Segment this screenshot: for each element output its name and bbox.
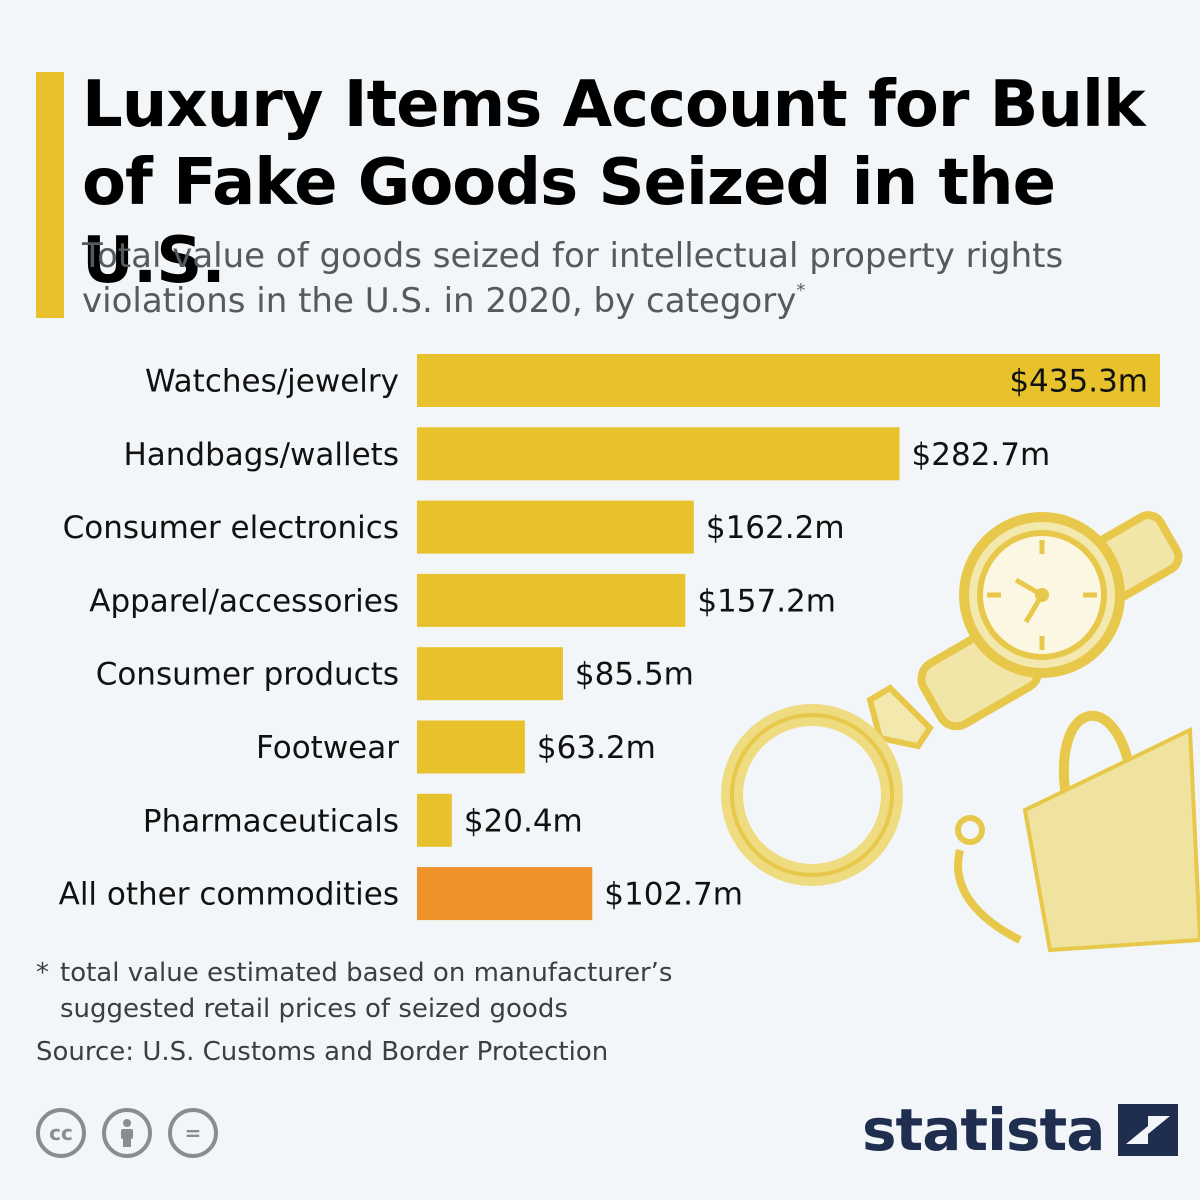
bar-consumer-products: [417, 647, 563, 701]
person-icon: [121, 1119, 133, 1147]
value-label-all-other-commodities: $102.7m: [604, 877, 743, 913]
value-label-consumer-products: $85.5m: [575, 657, 694, 693]
category-label-watches-jewelry: Watches/jewelry: [145, 364, 399, 400]
chart-title: Luxury Items Account for Bulk of Fake Go…: [82, 68, 1146, 298]
source-note: Source: U.S. Customs and Border Protecti…: [36, 1037, 609, 1067]
footnote-line-2: suggested retail prices of seized goods: [60, 994, 568, 1024]
license-icons: cc =: [36, 1108, 218, 1158]
value-label-pharmaceuticals: $20.4m: [464, 803, 583, 839]
bar-handbags-wallets: [417, 427, 900, 481]
title-accent-bar: [36, 72, 64, 318]
bar-pharmaceuticals: [417, 793, 452, 847]
subtitle-text: Total value of goods seized for intellec…: [82, 236, 1064, 321]
bar-consumer-electronics: [417, 500, 694, 554]
category-label-handbags-wallets: Handbags/wallets: [123, 437, 399, 473]
category-label-consumer-electronics: Consumer electronics: [63, 510, 399, 546]
bar-watches-jewelry: [417, 354, 1160, 407]
luxury-illustration: [721, 511, 1200, 953]
bar-footwear: [417, 720, 525, 774]
bar-all-other-commodities: [417, 867, 593, 921]
attribution-icon[interactable]: [102, 1108, 152, 1158]
no-derivatives-icon[interactable]: =: [168, 1108, 218, 1158]
brand-name: statista: [862, 1096, 1105, 1164]
value-label-handbags-wallets: $282.7m: [912, 437, 1051, 473]
footnote: * total value estimated based on manufact…: [36, 955, 756, 1027]
value-label-apparel-accessories: $157.2m: [697, 583, 836, 619]
bar-apparel-accessories: [417, 573, 686, 627]
footnote-marker: *: [36, 958, 49, 988]
category-label-pharmaceuticals: Pharmaceuticals: [143, 803, 399, 839]
subtitle-footnote-marker: *: [796, 280, 806, 301]
category-label-all-other-commodities: All other commodities: [59, 877, 399, 913]
cc-text: cc: [49, 1121, 73, 1145]
statista-logo-icon: [1118, 1104, 1179, 1156]
category-label-footwear: Footwear: [256, 730, 399, 766]
category-label-apparel-accessories: Apparel/accessories: [89, 583, 399, 619]
bar-chart: Watches/jewelry $435.3m Handbags/wallets $2…: [59, 354, 1160, 921]
creative-commons-icon[interactable]: cc: [36, 1108, 86, 1158]
footnote-line-1: total value estimated based on manufactu…: [60, 958, 673, 988]
value-label-footwear: $63.2m: [537, 730, 656, 766]
value-label-consumer-electronics: $162.2m: [706, 510, 845, 546]
ring-icon: [721, 684, 934, 886]
statista-brand[interactable]: statista: [862, 1096, 1179, 1164]
category-label-consumer-products: Consumer products: [96, 657, 399, 693]
value-label-watches-jewelry: $435.3m: [1009, 364, 1148, 400]
watch-icon: [917, 511, 1183, 731]
chart-subtitle: Total value of goods seized for intellec…: [82, 234, 1082, 324]
equals-text: =: [184, 1121, 202, 1145]
handbag-icon: [954, 710, 1200, 953]
